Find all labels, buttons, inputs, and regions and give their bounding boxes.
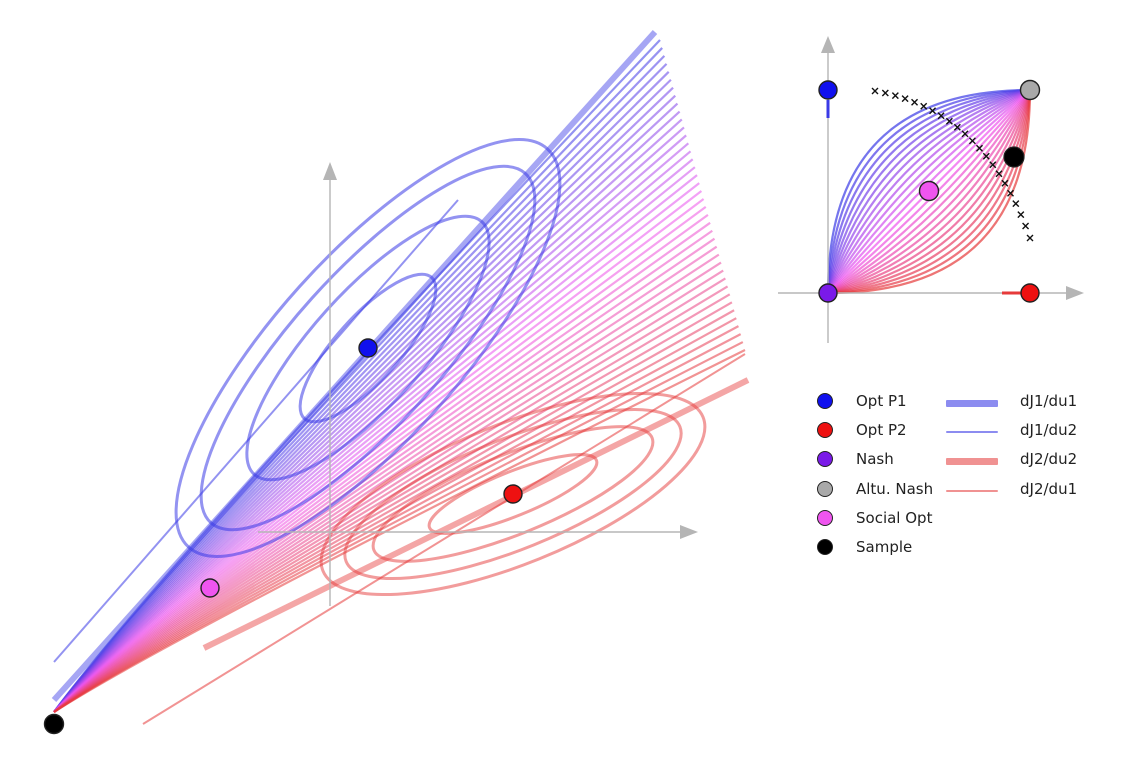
- opt-p2-point: [503, 484, 523, 504]
- pareto-cross-marker: [995, 170, 1003, 178]
- pareto-front-curve: [827, 89, 1032, 295]
- dj1-du2-line: [53, 199, 459, 663]
- pareto-front-curve: [827, 89, 1032, 295]
- pareto-front-curve: [827, 89, 1031, 294]
- pareto-front-curve: [826, 88, 1031, 294]
- opt-p1-marker-icon: [817, 393, 833, 409]
- dj1-du1-line-icon: [946, 400, 998, 407]
- pareto-cross-marker: [871, 87, 879, 95]
- pareto-cross-marker: [1012, 200, 1020, 208]
- inset-altu-nash-point: [1019, 79, 1041, 101]
- inset-y-axis-arrowhead: [821, 36, 835, 53]
- nash-marker-icon: [817, 451, 833, 468]
- pareto-front-curve: [827, 89, 1032, 295]
- main-equilibrium-points: [43, 338, 523, 735]
- p2-level-set-ellipse: [343, 407, 683, 581]
- pareto-cross-marker: [945, 117, 953, 125]
- inset-x-axis-arrowhead: [1066, 286, 1084, 300]
- sample-point: [43, 713, 65, 735]
- pareto-cross-marker: [937, 112, 945, 120]
- pareto-cross-marker: [1026, 234, 1034, 242]
- pareto-front-curve: [827, 89, 1031, 294]
- pareto-front-curve: [826, 88, 1031, 294]
- legend-label-dj1-du2: dJ1/du2: [1020, 421, 1078, 440]
- main-level-set-ellipses: [174, 138, 707, 597]
- legend-label-dj1-du1: dJ1/du1: [1020, 392, 1078, 410]
- pareto-cross-marker: [975, 144, 983, 152]
- dj2-du1-line-icon: [946, 489, 998, 492]
- pareto-cross-marker: [1001, 179, 1009, 187]
- pareto-cross-marker: [920, 102, 928, 110]
- pareto-cross-marker: [929, 107, 937, 115]
- p1-level-set-ellipse: [174, 138, 562, 558]
- altu-nash-marker-icon: [817, 480, 833, 497]
- pareto-cross-marker: [953, 123, 961, 131]
- pareto-cross-marker: [901, 95, 909, 103]
- pareto-front-curve: [826, 88, 1031, 294]
- dj1-du1-line: [51, 29, 658, 703]
- pareto-cross-marker: [982, 152, 990, 160]
- inset-pareto-panel: [778, 36, 1084, 343]
- pareto-cross-marker: [961, 130, 969, 138]
- pareto-cross-marker: [1022, 222, 1030, 230]
- p1-level-set-ellipse: [245, 214, 491, 482]
- gradient-field-line: [53, 349, 746, 713]
- pareto-front-curve: [827, 89, 1032, 295]
- inset-social-opt-point: [918, 180, 940, 202]
- legend-label-dj2-du1: dJ2/du1: [1020, 479, 1078, 498]
- pareto-front-curve: [827, 89, 1031, 294]
- pareto-front-curve: [826, 88, 1031, 294]
- pareto-cross-marker: [891, 92, 899, 100]
- main-axes: [258, 162, 698, 606]
- pareto-front-curve: [827, 89, 1032, 295]
- legend-label-nash: Nash: [856, 450, 894, 469]
- opt-p1-point: [358, 338, 378, 358]
- inset-nash-point: [818, 283, 838, 303]
- p1-level-set-ellipse: [298, 272, 438, 424]
- sample-marker-icon: [817, 538, 833, 555]
- legend: Opt P1 Opt P2 Nash Altu. Nash Social Opt…: [812, 388, 1102, 564]
- pareto-front-curve: [826, 88, 1031, 294]
- dj2-du2-line-icon: [946, 458, 998, 466]
- pareto-front-curve: [826, 88, 1031, 294]
- y-axis-arrowhead: [323, 162, 337, 180]
- legend-label-opt-p1: Opt P1: [856, 392, 907, 410]
- legend-label-dj2-du2: dJ2/du2: [1020, 450, 1078, 469]
- p2-level-set-ellipse: [371, 425, 655, 563]
- pareto-cross-marker: [881, 89, 889, 97]
- inset-opt-p2-point: [1020, 283, 1040, 303]
- legend-label-sample: Sample: [856, 537, 913, 556]
- pareto-front-curve: [827, 89, 1032, 295]
- social-opt-marker-icon: [817, 509, 833, 526]
- gradient-field-line: [53, 333, 742, 713]
- pareto-front-curve: [826, 88, 1031, 294]
- p1-level-set-ellipse: [199, 164, 537, 532]
- pareto-front-curve: [827, 89, 1031, 294]
- p2-level-set-ellipse: [427, 453, 599, 535]
- social-opt-point: [200, 578, 220, 598]
- inset-sample-point: [1003, 146, 1025, 168]
- dj1-du2-line-icon: [946, 431, 998, 434]
- pareto-front-curve: [827, 89, 1032, 295]
- pareto-front-curve: [826, 88, 1031, 294]
- pareto-front-curve: [827, 89, 1032, 295]
- pareto-cross-marker: [968, 137, 976, 145]
- legend-label-opt-p2: Opt P2: [856, 421, 907, 440]
- pareto-cross-marker: [989, 161, 997, 169]
- pareto-cross-marker: [1007, 189, 1014, 197]
- dj2-du1-line: [142, 353, 746, 725]
- pareto-cross-marker: [1017, 211, 1025, 219]
- x-axis-arrowhead: [680, 525, 698, 539]
- main-gradient-fan: [51, 29, 750, 725]
- pareto-front-curve: [827, 89, 1031, 294]
- dj2-du2-line: [202, 377, 750, 651]
- opt-p2-marker-icon: [817, 422, 833, 439]
- pareto-front-curve: [827, 89, 1031, 294]
- p2-level-set-ellipse: [319, 391, 707, 597]
- legend-label-social-opt: Social Opt: [856, 508, 933, 527]
- pareto-cross-marker: [911, 98, 919, 106]
- legend-label-altu-nash: Altu. Nash: [856, 479, 934, 498]
- inset-opt-p1-point: [818, 80, 838, 100]
